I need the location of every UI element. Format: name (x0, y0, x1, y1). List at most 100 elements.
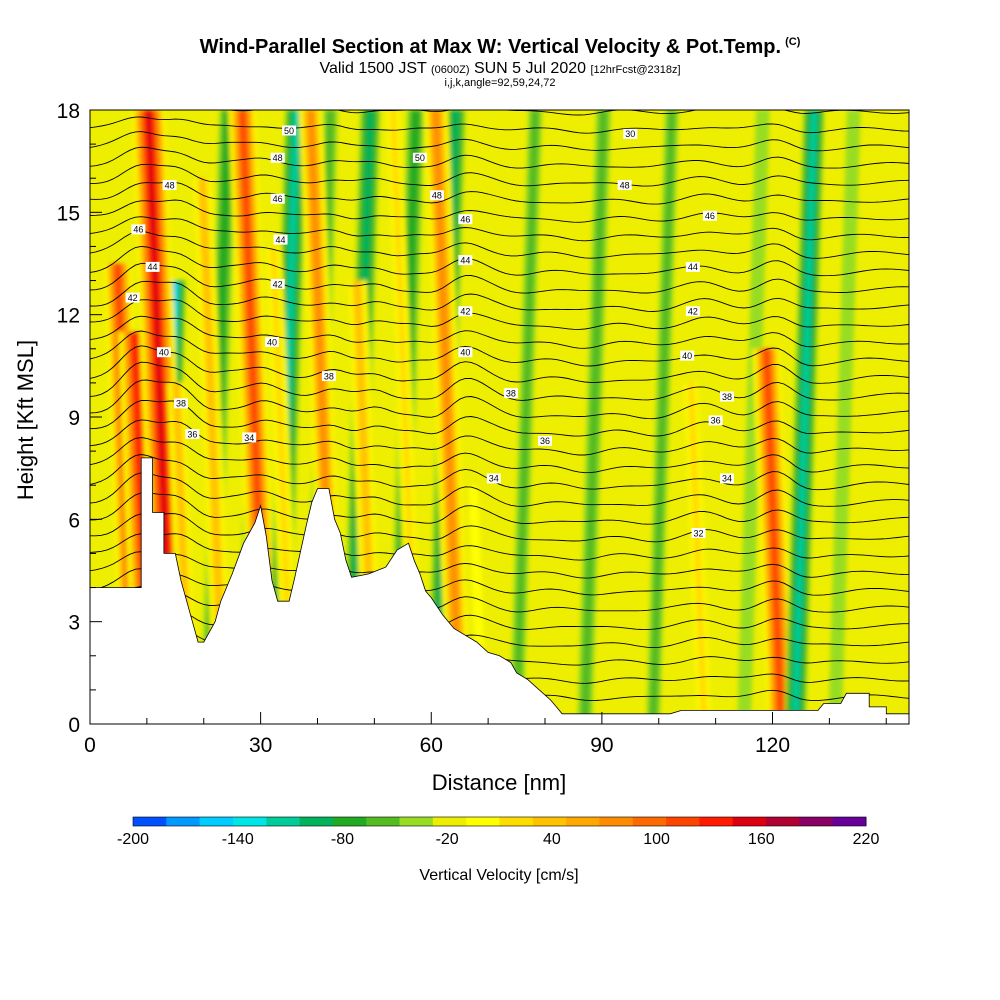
y-axis-title: Height [Kft MSL] (13, 340, 38, 500)
theta-contour-label: 42 (270, 278, 285, 289)
theta-contour-labels: 30 32 34 34 34 36 36 36 38 38 38 38 40 40 40 40 42 42 42 42… (125, 125, 734, 538)
x-tick-label: 0 (84, 734, 96, 757)
theta-contour-label: 46 (458, 214, 473, 224)
theta-contour (90, 131, 909, 152)
colorbar-swatch (699, 817, 734, 826)
theta-contour (90, 361, 909, 401)
contour-label-box (270, 152, 285, 163)
contour-label-box (270, 193, 285, 204)
theta-contour-label: 48 (429, 190, 444, 201)
theta-contour (90, 437, 909, 474)
theta-contour-label: 40 (458, 347, 473, 357)
x-tick-label: 90 (590, 734, 613, 757)
theta-contour (90, 551, 909, 579)
velocity-plume (828, 110, 861, 724)
theta-contour-label: 34 (720, 473, 734, 484)
colorbar-swatch (332, 817, 367, 826)
contour-label-text: 42 (273, 279, 283, 289)
theta-contour-label: 44 (145, 261, 160, 272)
contour-label-text: 48 (432, 191, 442, 201)
subtitle-zulu: (0600Z) (430, 64, 470, 76)
theta-contour (90, 199, 909, 223)
subtitle-forecast: [12hrFcst@2318z] (590, 64, 681, 76)
chart-title-text: Wind-Parallel Section at Max W: Vertical… (199, 36, 782, 58)
theta-contour-label: 38 (503, 388, 518, 398)
contour-label-box (623, 128, 638, 139)
theta-contour (90, 299, 909, 330)
contour-label-text: 44 (148, 262, 158, 272)
theta-contour-label: 38 (321, 371, 336, 381)
theta-contour-label: 38 (720, 391, 734, 402)
colorbar-label: -80 (331, 831, 354, 848)
theta-contour (90, 181, 909, 205)
colorbar-label: 100 (643, 831, 670, 848)
contour-label-box (412, 152, 427, 163)
theta-contour (90, 65, 909, 79)
theta-contour-label: 30 (623, 128, 638, 139)
contour-label-text: 34 (722, 474, 732, 484)
velocity-plume (580, 110, 609, 724)
colorbar-swatch (532, 817, 567, 826)
theta-contour-label: 48 (617, 180, 632, 190)
contour-label-text: 46 (705, 211, 715, 221)
copyright-mark: (C) (785, 36, 801, 49)
contour-label-text: 38 (324, 371, 334, 381)
plot-area: 30 32 34 34 34 36 36 36 38 38 38 38 40 40 40 40 42 42 42 42… (90, 65, 909, 724)
y-tick-label: 18 (57, 100, 80, 123)
colorbar-label: 160 (748, 831, 775, 848)
contour-label-box (486, 473, 501, 484)
colorbar-swatch (466, 817, 500, 826)
contour-label-box (145, 261, 160, 272)
theta-contour-label: 44 (273, 234, 288, 245)
contour-label-box (685, 306, 700, 317)
theta-contour (90, 82, 909, 96)
contour-label-box (270, 278, 285, 289)
contour-label-box (458, 306, 473, 317)
contour-label-box (538, 435, 552, 446)
contour-label-box (720, 391, 734, 402)
theta-contour-label: 50 (412, 152, 427, 163)
y-tick-label: 3 (68, 612, 80, 635)
theta-contour-label: 40 (156, 347, 171, 358)
colorbar-swatch (566, 817, 600, 826)
colorbar: -200 -140 -80 -20 40 100 160 220 (117, 816, 879, 848)
theta-contour-label: 34 (242, 432, 257, 443)
x-axis-title: Distance [nm] (432, 770, 567, 795)
colorbar-title: Vertical Velocity [cm/s] (419, 867, 578, 884)
y-tick-label: 6 (68, 509, 80, 532)
theta-contour-label: 36 (185, 429, 200, 439)
contour-label-box (156, 347, 171, 358)
colorbar-swatch (666, 817, 700, 826)
colorbar-swatch (432, 817, 467, 826)
theta-contour (90, 330, 909, 367)
theta-contour-label: 40 (265, 336, 279, 347)
x-tick-label: 30 (249, 734, 272, 757)
x-tick-label: 120 (755, 734, 790, 757)
theta-contour-label: 40 (680, 350, 695, 361)
contour-label-box (708, 415, 723, 426)
theta-contour-label: 36 (538, 435, 552, 446)
contour-label-text: 50 (415, 153, 425, 163)
colorbar-swatch (732, 817, 767, 826)
colorbar-swatch (599, 817, 634, 826)
colorbar-swatch (299, 817, 334, 826)
contour-label-text: 50 (284, 126, 294, 136)
theta-contour (90, 568, 909, 596)
theta-contour-label: 42 (125, 292, 140, 303)
colorbar-swatch (632, 817, 667, 826)
chart-subtitle: Valid 1500 JST (0600Z) SUN 5 Jul 2020 [1… (0, 60, 1000, 78)
colorbar-frame (132, 816, 867, 827)
contour-label-box (174, 398, 188, 409)
colorbar-swatch (232, 817, 267, 826)
theta-contour (90, 419, 909, 456)
colorbar-swatch (832, 817, 867, 826)
theta-contour-label: 46 (131, 224, 146, 235)
contour-label-text: 46 (133, 225, 143, 235)
colorbar-label: -140 (222, 831, 254, 848)
contour-label-box (162, 180, 177, 191)
theta-contour (90, 230, 909, 259)
contour-label-box (125, 292, 140, 303)
contour-label-text: 42 (460, 307, 470, 317)
contour-label-text: 40 (460, 347, 470, 357)
y-tick-label: 12 (57, 305, 80, 328)
